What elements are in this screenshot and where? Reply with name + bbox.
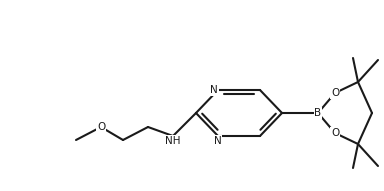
Text: B: B	[314, 108, 321, 118]
Text: N: N	[214, 136, 222, 146]
Text: N: N	[210, 85, 218, 95]
Text: O: O	[331, 88, 339, 98]
Text: NH: NH	[165, 136, 181, 146]
Text: O: O	[97, 122, 105, 132]
Text: O: O	[331, 128, 339, 138]
